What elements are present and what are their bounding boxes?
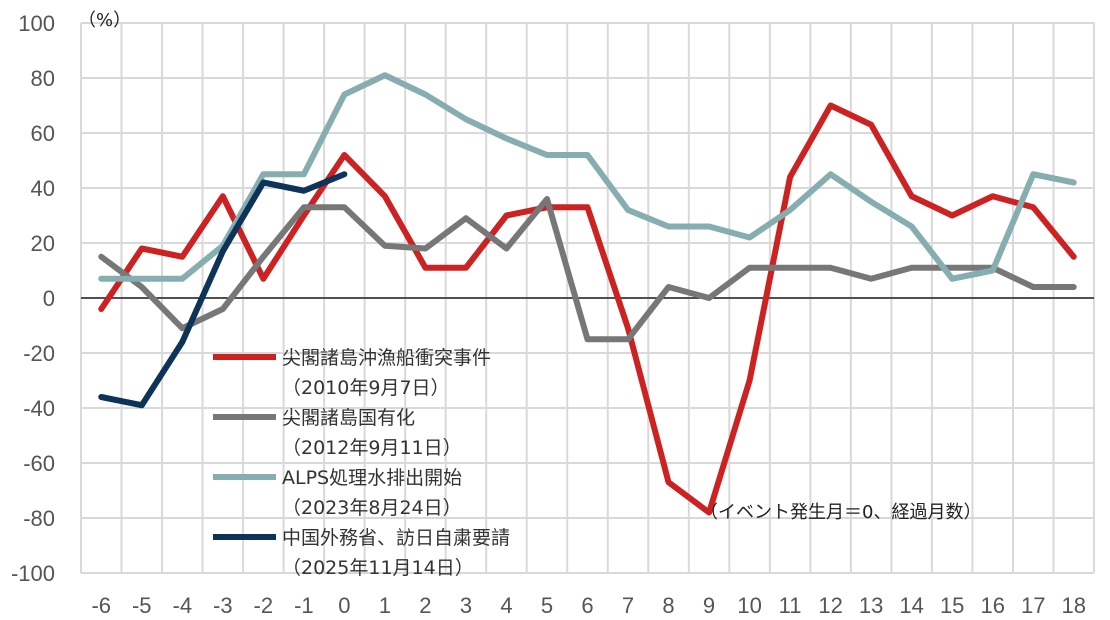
legend: 尖閣諸島沖漁船衝突事件 （2010年9月7日） 尖閣諸島国有化 （2012年9月11日… [213,347,510,579]
y-axis-ticks: -100 -80 -60 -40 -20 0 20 40 60 80 100 [11,11,55,586]
series-line-2 [98,72,1077,282]
x-tick-label: 12 [818,593,842,618]
x-tick-label: 1 [379,593,391,618]
x-tick-label: 14 [899,593,923,618]
legend-sublabel-1: （2012年9月11日） [282,437,462,459]
y-tick-label: 60 [31,121,55,146]
x-tick-label: 11 [779,593,802,618]
legend-sublabel-2: （2023年8月24日） [282,497,462,519]
legend-label-3: 中国外務省、訪日自粛要請 [282,527,510,549]
y-tick-label: 100 [18,11,55,36]
y-tick-label: 80 [31,66,55,91]
legend-label-2: ALPS処理水排出開始 [282,467,462,489]
x-tick-label: 9 [703,593,715,618]
x-tick-label: 16 [980,593,1004,618]
series-line-3 [98,171,348,409]
y-axis-label: （%） [78,10,131,31]
legend-sublabel-0: （2010年9月7日） [282,377,450,399]
x-tick-label: -4 [173,593,193,618]
x-tick-label: 5 [541,593,553,618]
x-tick-label: 4 [500,593,512,618]
y-tick-label: 20 [31,231,55,256]
x-tick-label: 7 [622,593,634,618]
x-tick-label: 8 [662,593,674,618]
x-tick-label: -2 [254,593,274,618]
x-tick-label: -1 [294,593,314,618]
y-tick-label: -20 [23,341,55,366]
x-tick-label: 17 [1021,593,1045,618]
x-tick-label: 2 [419,593,431,618]
legend-sublabel-3: （2025年11月14日） [282,557,474,579]
x-tick-label: 15 [940,593,964,618]
legend-label-1: 尖閣諸島国有化 [282,407,415,429]
y-tick-label: -100 [11,561,55,586]
series-lines [98,72,1077,516]
x-tick-label: 18 [1061,593,1085,618]
x-axis-ticks: -6 -5 -4 -3 -2 -1 0 1 2 3 4 5 6 7 8 9 10 11 12 13 14 15 16 17 18 [91,593,1086,618]
x-tick-label: -6 [91,593,111,618]
series-line-0 [98,102,1077,516]
y-tick-label: 0 [43,286,55,311]
x-axis-label: （イベント発生月＝0、経過月数） [700,502,981,523]
x-tick-label: 3 [460,593,472,618]
legend-label-0: 尖閣諸島沖漁船衝突事件 [282,347,491,369]
x-tick-label: 10 [737,593,761,618]
x-tick-label: 13 [859,593,883,618]
series-line-1 [98,196,1077,343]
x-tick-label: -5 [132,593,152,618]
y-tick-label: -80 [23,506,55,531]
y-tick-label: 40 [31,176,55,201]
x-tick-label: 0 [338,593,350,618]
y-tick-label: -40 [23,396,55,421]
x-tick-label: 6 [581,593,593,618]
x-tick-label: -3 [213,593,233,618]
y-tick-label: -60 [23,451,55,476]
